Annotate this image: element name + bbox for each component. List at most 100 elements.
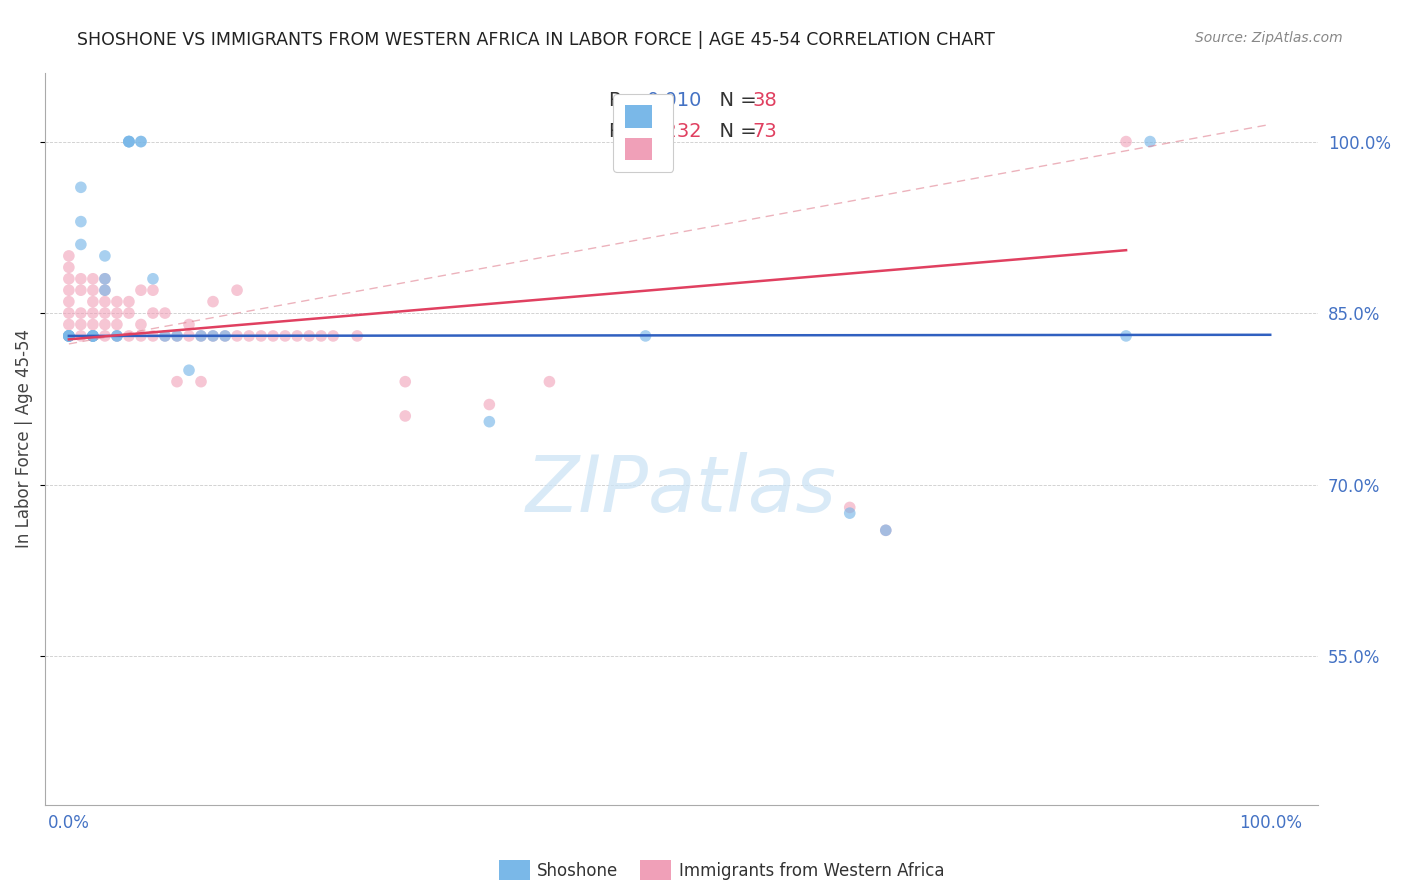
Text: 0.010: 0.010 xyxy=(647,91,703,111)
Text: 73: 73 xyxy=(752,122,778,141)
Point xyxy=(177,318,200,332)
Point xyxy=(105,329,128,343)
Point xyxy=(94,272,117,286)
Point xyxy=(58,329,80,343)
Point xyxy=(82,294,104,309)
Text: SHOSHONE VS IMMIGRANTS FROM WESTERN AFRICA IN LABOR FORCE | AGE 45-54 CORRELATIO: SHOSHONE VS IMMIGRANTS FROM WESTERN AFRI… xyxy=(77,31,995,49)
Point xyxy=(58,329,80,343)
Point xyxy=(274,329,297,343)
Point xyxy=(394,409,416,423)
Point xyxy=(82,329,104,343)
Point xyxy=(105,329,128,343)
Point xyxy=(118,294,141,309)
Point xyxy=(214,329,236,343)
Point xyxy=(262,329,284,343)
Point xyxy=(1139,135,1161,149)
Y-axis label: In Labor Force | Age 45-54: In Labor Force | Age 45-54 xyxy=(15,329,32,549)
Point xyxy=(58,249,80,263)
Point xyxy=(214,329,236,343)
Point xyxy=(105,306,128,320)
Point xyxy=(1115,329,1137,343)
Point xyxy=(153,329,176,343)
Point xyxy=(166,329,188,343)
Point xyxy=(94,306,117,320)
Point xyxy=(142,283,165,297)
Text: 38: 38 xyxy=(752,91,778,111)
Point xyxy=(70,237,93,252)
Point xyxy=(58,260,80,275)
Point xyxy=(70,214,93,228)
Point xyxy=(70,272,93,286)
Point xyxy=(94,294,117,309)
Point xyxy=(166,375,188,389)
Point xyxy=(82,318,104,332)
Point xyxy=(238,329,260,343)
Text: N =: N = xyxy=(707,122,763,141)
Point xyxy=(478,398,501,412)
Point xyxy=(177,329,200,343)
Point xyxy=(118,135,141,149)
Point xyxy=(346,329,368,343)
Point xyxy=(177,363,200,377)
Point xyxy=(118,135,141,149)
Point xyxy=(875,523,897,537)
Text: ZIPatlas: ZIPatlas xyxy=(526,452,837,528)
Point xyxy=(1115,135,1137,149)
Point xyxy=(70,283,93,297)
Point xyxy=(105,329,128,343)
Point xyxy=(82,329,104,343)
Point xyxy=(634,329,657,343)
Point xyxy=(58,306,80,320)
Legend: , : , xyxy=(613,94,673,171)
Point xyxy=(94,283,117,297)
Point xyxy=(153,306,176,320)
Point xyxy=(105,318,128,332)
Point xyxy=(94,283,117,297)
Point xyxy=(322,329,344,343)
Text: Source: ZipAtlas.com: Source: ZipAtlas.com xyxy=(1195,31,1343,45)
Point xyxy=(166,329,188,343)
Point xyxy=(298,329,321,343)
Point xyxy=(202,329,225,343)
Point xyxy=(153,329,176,343)
Point xyxy=(58,329,80,343)
Text: N =: N = xyxy=(707,91,763,111)
Point xyxy=(285,329,308,343)
Point xyxy=(142,329,165,343)
Point xyxy=(250,329,273,343)
Point xyxy=(82,329,104,343)
Point xyxy=(70,329,93,343)
Text: Shoshone: Shoshone xyxy=(537,862,619,880)
Point xyxy=(129,283,152,297)
Point xyxy=(202,294,225,309)
Point xyxy=(226,283,249,297)
Point xyxy=(82,272,104,286)
Point xyxy=(190,329,212,343)
Point xyxy=(309,329,332,343)
Point xyxy=(394,375,416,389)
Point xyxy=(82,306,104,320)
Point xyxy=(70,306,93,320)
Point xyxy=(82,329,104,343)
Point xyxy=(190,375,212,389)
Point xyxy=(70,318,93,332)
Point xyxy=(58,329,80,343)
Point xyxy=(94,272,117,286)
Point xyxy=(82,283,104,297)
Point xyxy=(58,283,80,297)
Point xyxy=(838,506,860,520)
Point xyxy=(478,415,501,429)
Point xyxy=(838,500,860,515)
Point xyxy=(129,135,152,149)
Text: R =: R = xyxy=(609,122,651,141)
Point xyxy=(142,272,165,286)
Text: R =: R = xyxy=(609,91,651,111)
Point xyxy=(129,135,152,149)
Text: 0.232: 0.232 xyxy=(647,122,703,141)
Point xyxy=(94,329,117,343)
Point xyxy=(226,329,249,343)
Point xyxy=(70,180,93,194)
Point xyxy=(58,272,80,286)
Point xyxy=(58,329,80,343)
Point xyxy=(118,135,141,149)
